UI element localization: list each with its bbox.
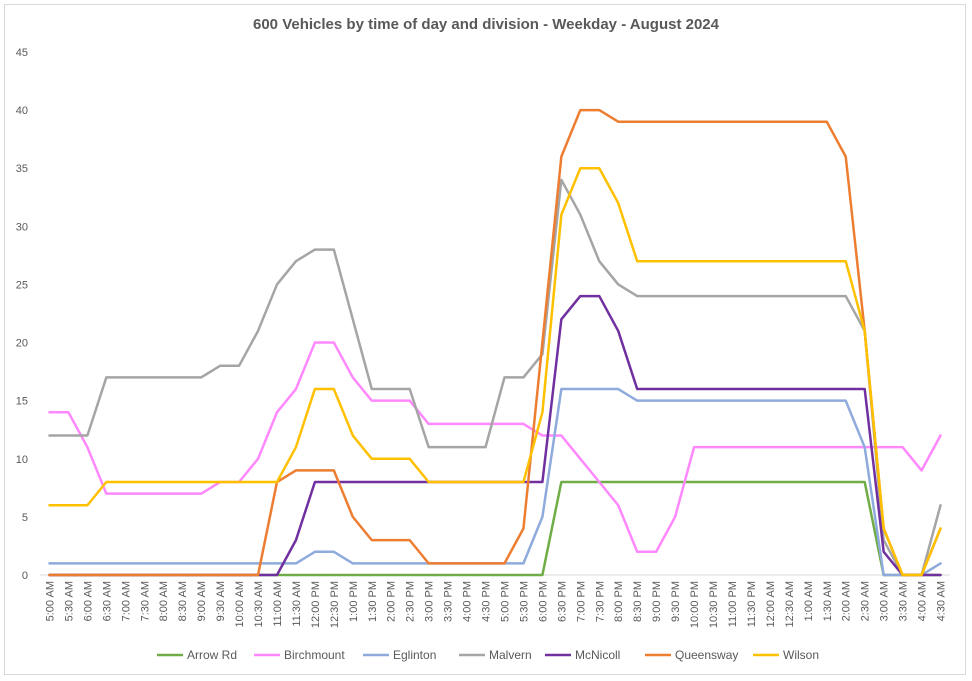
- legend-item: Eglinton: [363, 648, 436, 662]
- x-tick-label: 2:30 PM: [405, 581, 417, 622]
- x-tick-label: 4:00 PM: [462, 581, 474, 622]
- x-tick-label: 12:00 AM: [765, 581, 777, 627]
- x-tick-label: 8:00 PM: [613, 581, 625, 622]
- x-tick-label: 3:00 PM: [424, 581, 436, 622]
- x-tick-label: 1:00 AM: [803, 581, 815, 621]
- series-line-birchmount: [48, 341, 942, 554]
- x-tick-label: 4:30 AM: [936, 581, 948, 621]
- x-tick-label: 3:30 PM: [443, 581, 455, 622]
- x-tick-label: 8:30 PM: [632, 581, 644, 622]
- x-tick-label: 3:00 AM: [879, 581, 891, 621]
- x-tick-label: 6:00 PM: [537, 581, 549, 622]
- legend-item: Queensway: [645, 648, 738, 662]
- x-tick-label: 8:30 AM: [177, 581, 189, 621]
- series-line-malvern: [48, 178, 942, 577]
- x-tick-label: 9:00 PM: [651, 581, 663, 622]
- x-tick-label: 7:00 PM: [575, 581, 587, 622]
- series-line-arrow-rd: [48, 480, 942, 577]
- y-tick-label: 45: [16, 47, 28, 59]
- x-tick-label: 3:30 AM: [898, 581, 910, 621]
- legend-label: Malvern: [489, 648, 532, 662]
- x-tick-label: 1:30 AM: [822, 581, 834, 621]
- legend-label: Arrow Rd: [187, 648, 237, 662]
- legend-item: Malvern: [459, 648, 532, 662]
- x-tick-label: 11:30 PM: [746, 581, 758, 627]
- series-line-mcnicoll: [48, 294, 942, 577]
- y-tick-label: 30: [16, 221, 28, 233]
- series-line-wilson: [48, 166, 942, 577]
- x-tick-label: 10:30 PM: [708, 581, 720, 628]
- y-tick-label: 5: [22, 512, 28, 524]
- x-tick-label: 2:00 PM: [386, 581, 398, 622]
- x-tick-label: 6:30 PM: [556, 581, 568, 622]
- x-tick-label: 12:00 PM: [310, 581, 322, 628]
- x-tick-label: 5:00 PM: [499, 581, 511, 622]
- x-tick-label: 7:30 AM: [139, 581, 151, 621]
- x-tick-label: 5:00 AM: [44, 581, 56, 621]
- x-tick-label: 2:30 AM: [860, 581, 872, 621]
- legend-label: Wilson: [783, 648, 819, 662]
- y-tick-label: 25: [16, 279, 28, 291]
- x-tick-label: 6:30 AM: [101, 581, 113, 621]
- legend-label: Birchmount: [284, 648, 345, 662]
- x-tick-label: 10:00 PM: [689, 581, 701, 628]
- x-tick-label: 11:00 PM: [727, 581, 739, 627]
- legend-label: Eglinton: [393, 648, 436, 662]
- y-tick-label: 10: [16, 454, 28, 466]
- legend-label: McNicoll: [575, 648, 620, 662]
- series-line-queensway: [48, 108, 942, 577]
- legend-label: Queensway: [675, 648, 738, 662]
- legend-item: Birchmount: [254, 648, 345, 662]
- x-tick-label: 6:00 AM: [82, 581, 94, 621]
- chart-title: 600 Vehicles by time of day and division…: [253, 16, 719, 33]
- x-tick-label: 7:30 PM: [594, 581, 606, 622]
- legend-item: Wilson: [753, 648, 819, 662]
- x-tick-label: 9:30 AM: [215, 581, 227, 621]
- x-tick-label: 9:30 PM: [670, 581, 682, 622]
- y-tick-label: 0: [22, 570, 28, 582]
- legend-item: Arrow Rd: [157, 648, 237, 662]
- x-tick-label: 11:30 AM: [291, 581, 303, 627]
- x-tick-label: 2:00 AM: [841, 581, 853, 621]
- x-tick-label: 10:30 AM: [253, 581, 265, 627]
- x-tick-label: 1:00 PM: [348, 581, 360, 622]
- x-tick-label: 4:30 PM: [481, 581, 493, 622]
- x-tick-label: 11:00 AM: [272, 581, 284, 627]
- y-tick-label: 20: [16, 338, 28, 350]
- x-tick-label: 9:00 AM: [196, 581, 208, 621]
- x-tick-label: 1:30 PM: [367, 581, 379, 622]
- x-tick-label: 5:30 PM: [518, 581, 530, 622]
- y-tick-label: 15: [16, 396, 28, 408]
- y-tick-label: 35: [16, 163, 28, 175]
- x-tick-label: 12:30 PM: [329, 581, 341, 628]
- x-tick-label: 8:00 AM: [158, 581, 170, 621]
- x-tick-label: 10:00 AM: [234, 581, 246, 627]
- x-tick-label: 5:30 AM: [63, 581, 75, 621]
- x-tick-label: 12:30 AM: [784, 581, 796, 627]
- legend-item: McNicoll: [545, 648, 620, 662]
- x-tick-label: 4:00 AM: [917, 581, 929, 621]
- y-tick-label: 40: [16, 105, 28, 117]
- x-tick-label: 7:00 AM: [120, 581, 132, 621]
